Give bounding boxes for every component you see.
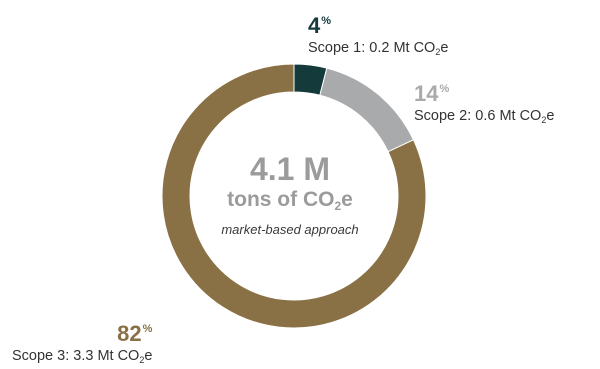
- center-units: tons of CO2e: [227, 188, 353, 213]
- scope-1-label: 4% Scope 1: 0.2 Mt CO2e: [308, 10, 448, 61]
- scope-1-description: Scope 1: 0.2 Mt CO2e: [308, 40, 449, 57]
- scope-3-label: 82% Scope 3: 3.3 Mt CO2e: [12, 318, 152, 369]
- scope-2-percent: 14%: [414, 81, 450, 106]
- scope-2-description: Scope 2: 0.6 Mt CO2e: [414, 108, 555, 125]
- scope-1-percent: 4%: [308, 13, 332, 38]
- donut-slice-scope-2: [319, 67, 415, 153]
- center-approach: market-based approach: [221, 222, 359, 237]
- scope-3-percent: 82%: [117, 321, 153, 346]
- scope-2-label: 14% Scope 2: 0.6 Mt CO2e: [414, 78, 554, 129]
- scope-3-description: Scope 3: 3.3 Mt CO2e: [12, 348, 153, 365]
- donut-chart: [161, 63, 427, 329]
- donut-slice-scope-3: [161, 63, 427, 329]
- center-total: 4.1 M: [249, 151, 331, 187]
